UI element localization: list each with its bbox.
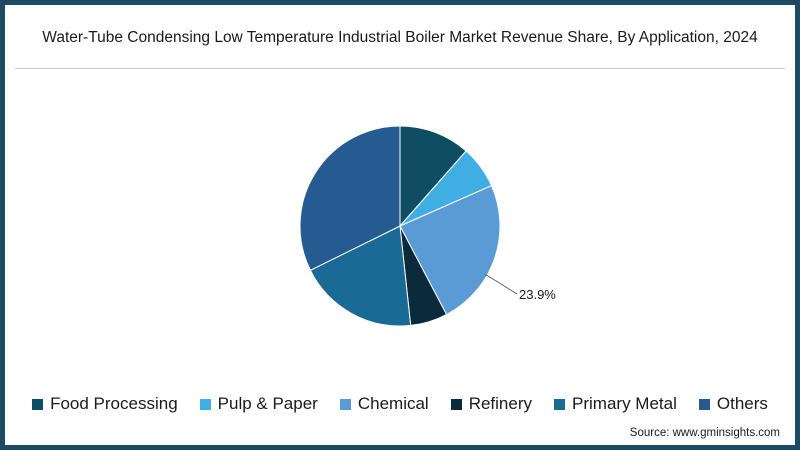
legend-swatch	[32, 398, 44, 410]
pie-slice-food-processing	[399, 125, 467, 228]
legend-label: Pulp & Paper	[217, 394, 318, 413]
legend-item: Primary Metal	[554, 394, 677, 414]
legend-swatch	[199, 398, 211, 410]
data-label: 23.9%	[519, 287, 556, 302]
legend-item: Food Processing	[32, 394, 178, 414]
legend-swatch	[339, 398, 351, 410]
legend-swatch	[450, 398, 462, 410]
data-label-leader-line	[484, 274, 518, 295]
legend-item: Chemical	[339, 394, 429, 414]
chart-title: Water-Tube Condensing Low Temperature In…	[42, 29, 758, 46]
legend-label: Refinery	[468, 394, 533, 413]
legend-item: Others	[698, 394, 768, 414]
pie-slice-primary-metal	[309, 225, 412, 327]
legend-label: Food Processing	[50, 394, 178, 413]
source-note: Source: www.gminsights.com	[629, 427, 780, 439]
title-divider	[15, 68, 785, 69]
legend-item: Refinery	[450, 394, 533, 414]
legend-swatch	[698, 398, 710, 410]
legend-label: Chemical	[357, 394, 429, 413]
legend-label: Others	[716, 394, 768, 413]
legend-label: Primary Metal	[572, 394, 677, 413]
pie-slice-others	[299, 125, 401, 271]
legend-item: Pulp & Paper	[199, 394, 318, 414]
legend-swatch	[554, 398, 566, 410]
legend: Food Processing Pulp & Paper Chemical Refin…	[0, 394, 800, 414]
pie-slice-chemical	[399, 185, 501, 316]
